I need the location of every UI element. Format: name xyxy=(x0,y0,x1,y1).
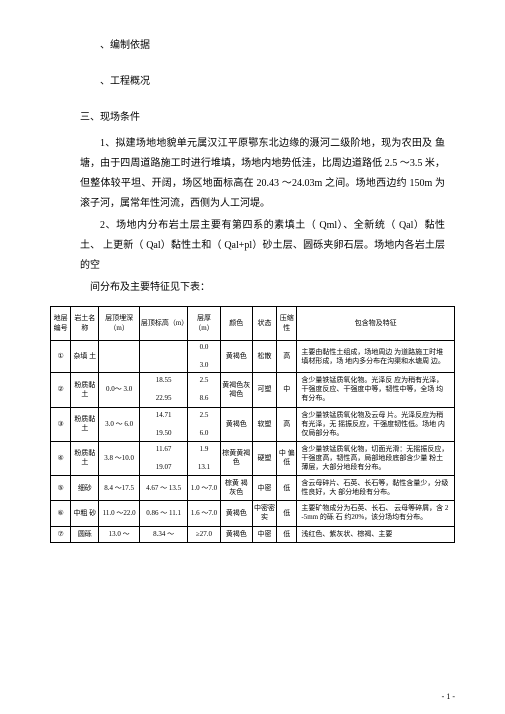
th-comp: 压缩性 xyxy=(277,307,297,341)
cell-comp: 中 偏低 xyxy=(277,441,297,475)
cell-depth xyxy=(99,341,139,373)
page-number: - 1 - xyxy=(442,691,455,704)
cell-color: 黄褐色 xyxy=(220,407,252,441)
cell-depth: 0.0～ 3.0 xyxy=(99,373,139,407)
th-depth: 层顶埋深（m） xyxy=(99,307,139,341)
cell-id: ① xyxy=(51,341,71,373)
cell-name: 细砂 xyxy=(71,476,99,501)
table-row: ④ 粉质黏土 3.8 ～10.0 11.6719.07 1.913.1 棕黄黄褐… xyxy=(51,441,455,475)
cell-depth: 3.0 ～ 6.0 xyxy=(99,407,139,441)
cell-color: 黄褐色 xyxy=(220,501,252,526)
cell-comp: 低 xyxy=(277,501,297,526)
cell-elev xyxy=(139,341,187,373)
paragraph-2: 2、场地内分布岩土层主要有第四系的素填土（ Qml）、全新统（ Qal）黏性土、… xyxy=(50,216,455,276)
cell-name: 粉质黏土 xyxy=(71,373,99,407)
cell-elev: 4.67 ～ 13.5 xyxy=(139,476,187,501)
cell-id: ④ xyxy=(51,441,71,475)
cell-name: 杂填 土 xyxy=(71,341,99,373)
cell-state: 中密 xyxy=(252,476,276,501)
th-thick: 层厚（m） xyxy=(188,307,220,341)
table-row: ① 杂填 土 0.03.0 黄褐色 松散 高 主要由黏性土组成，场地周边 为道路… xyxy=(51,341,455,373)
th-state: 状态 xyxy=(252,307,276,341)
cell-inc: 主要由黏性土组成，场地周边 为道路施工时堆填材形成，场 地内多分布在沟渠和水塘周… xyxy=(297,341,455,373)
cell-comp: 低 xyxy=(277,526,297,542)
table-row: ⑥ 中粗 砂 11.0 ～22.0 0.86 ～ 11.1 1.6 ～7.0 黄… xyxy=(51,501,455,526)
table-row: ② 粉质黏土 0.0～ 3.0 18.5522.95 2.58.6 黄褐色灰褐色… xyxy=(51,373,455,407)
table-row: ③ 粉质黏土 3.0 ～ 6.0 14.7119.50 2.56.0 黄褐色 软… xyxy=(51,407,455,441)
paragraph-1: 1、拟建场地地貌单元属汉江平原鄂东北边缘的滠河二级阶地，现为农田及 鱼塘，由于四… xyxy=(50,134,455,214)
cell-thick: 1.6 ～7.0 xyxy=(188,501,220,526)
cell-elev: 14.7119.50 xyxy=(139,407,187,441)
cell-id: ⑦ xyxy=(51,526,71,542)
heading-2: 、工程概况 xyxy=(50,74,455,90)
cell-inc: 含少量铁锰质氧化物及云母 片。光泽反应为稍有光泽，无 摇振反应，干强度韧性低。场… xyxy=(297,407,455,441)
th-color: 颜色 xyxy=(220,307,252,341)
cell-elev: 11.6719.07 xyxy=(139,441,187,475)
cell-color: 黄褐色 xyxy=(220,341,252,373)
cell-depth: 3.8 ～10.0 xyxy=(99,441,139,475)
cell-comp: 中 xyxy=(277,373,297,407)
cell-depth: 13.0 ～ xyxy=(99,526,139,542)
cell-inc: 含少量铁锰质氧化物。光泽反 应为稍有光泽，干强度反应、干强度中等，韧性中等，全场… xyxy=(297,373,455,407)
cell-inc: 浅红色、紫灰状、棕褐、主要 xyxy=(297,526,455,542)
th-id: 地层编号 xyxy=(51,307,71,341)
cell-color: 黄褐色 xyxy=(220,526,252,542)
cell-thick: 2.56.0 xyxy=(188,407,220,441)
cell-inc: 含少量铁锰质氧化物，切面光滑：无摇振反应，干强度高，韧性高，局部地段底部含少量 … xyxy=(297,441,455,475)
cell-inc: 含云母碎片、石英、长石等，黏性含量少，分级性良好，大 部分地段有分布。 xyxy=(297,476,455,501)
cell-color: 棕黄黄褐色 xyxy=(220,441,252,475)
cell-state: 硬塑 xyxy=(252,441,276,475)
cell-elev: 18.5522.95 xyxy=(139,373,187,407)
cell-name: 粉质黏土 xyxy=(71,407,99,441)
table-header-row: 地层编号 岩土名称 层顶埋深（m） 层顶标高（m） 层厚（m） 颜色 状态 压缩… xyxy=(51,307,455,341)
soil-layer-table: 地层编号 岩土名称 层顶埋深（m） 层顶标高（m） 层厚（m） 颜色 状态 压缩… xyxy=(50,306,455,543)
cell-name: 粉质黏土 xyxy=(71,441,99,475)
cell-comp: 高 xyxy=(277,341,297,373)
th-inc: 包含物及特征 xyxy=(297,307,455,341)
table-row: ⑦ 圆砾 13.0 ～ 8.34 ～ ≥27.0 黄褐色 中密 低 浅红色、紫灰… xyxy=(51,526,455,542)
cell-inc: 主要矿物成分为石英、长石、 云母等碎屑，含 2-5mm 的砾 石 约20%，该分… xyxy=(297,501,455,526)
cell-depth: 11.0 ～22.0 xyxy=(99,501,139,526)
cell-id: ⑥ xyxy=(51,501,71,526)
cell-thick: ≥27.0 xyxy=(188,526,220,542)
heading-1: 、编制依据 xyxy=(50,38,455,54)
cell-state: 可塑 xyxy=(252,373,276,407)
cell-id: ② xyxy=(51,373,71,407)
table-row: ⑤ 细砂 8.4 ～17.5 4.67 ～ 13.5 1.0 ～7.0 棕黄 褐… xyxy=(51,476,455,501)
cell-state: 中密 xyxy=(252,526,276,542)
cell-state: 软塑 xyxy=(252,407,276,441)
paragraph-3: 间分布及主要特征见下表： xyxy=(50,278,455,298)
cell-color: 黄褐色灰褐色 xyxy=(220,373,252,407)
cell-name: 圆砾 xyxy=(71,526,99,542)
th-name: 岩土名称 xyxy=(71,307,99,341)
cell-comp: 高 xyxy=(277,407,297,441)
cell-state: 松散 xyxy=(252,341,276,373)
cell-depth: 8.4 ～17.5 xyxy=(99,476,139,501)
cell-thick: 1.913.1 xyxy=(188,441,220,475)
th-elev: 层顶标高（m） xyxy=(139,307,187,341)
cell-elev: 0.86 ～ 11.1 xyxy=(139,501,187,526)
cell-thick: 0.03.0 xyxy=(188,341,220,373)
cell-id: ③ xyxy=(51,407,71,441)
cell-id: ⑤ xyxy=(51,476,71,501)
cell-elev: 8.34 ～ xyxy=(139,526,187,542)
heading-3: 三、现场条件 xyxy=(50,110,455,126)
cell-color: 棕黄 褐灰色 xyxy=(220,476,252,501)
cell-thick: 2.58.6 xyxy=(188,373,220,407)
cell-name: 中粗 砂 xyxy=(71,501,99,526)
cell-comp: 低 xyxy=(277,476,297,501)
cell-state: 中密密实 xyxy=(252,501,276,526)
cell-thick: 1.0 ～7.0 xyxy=(188,476,220,501)
